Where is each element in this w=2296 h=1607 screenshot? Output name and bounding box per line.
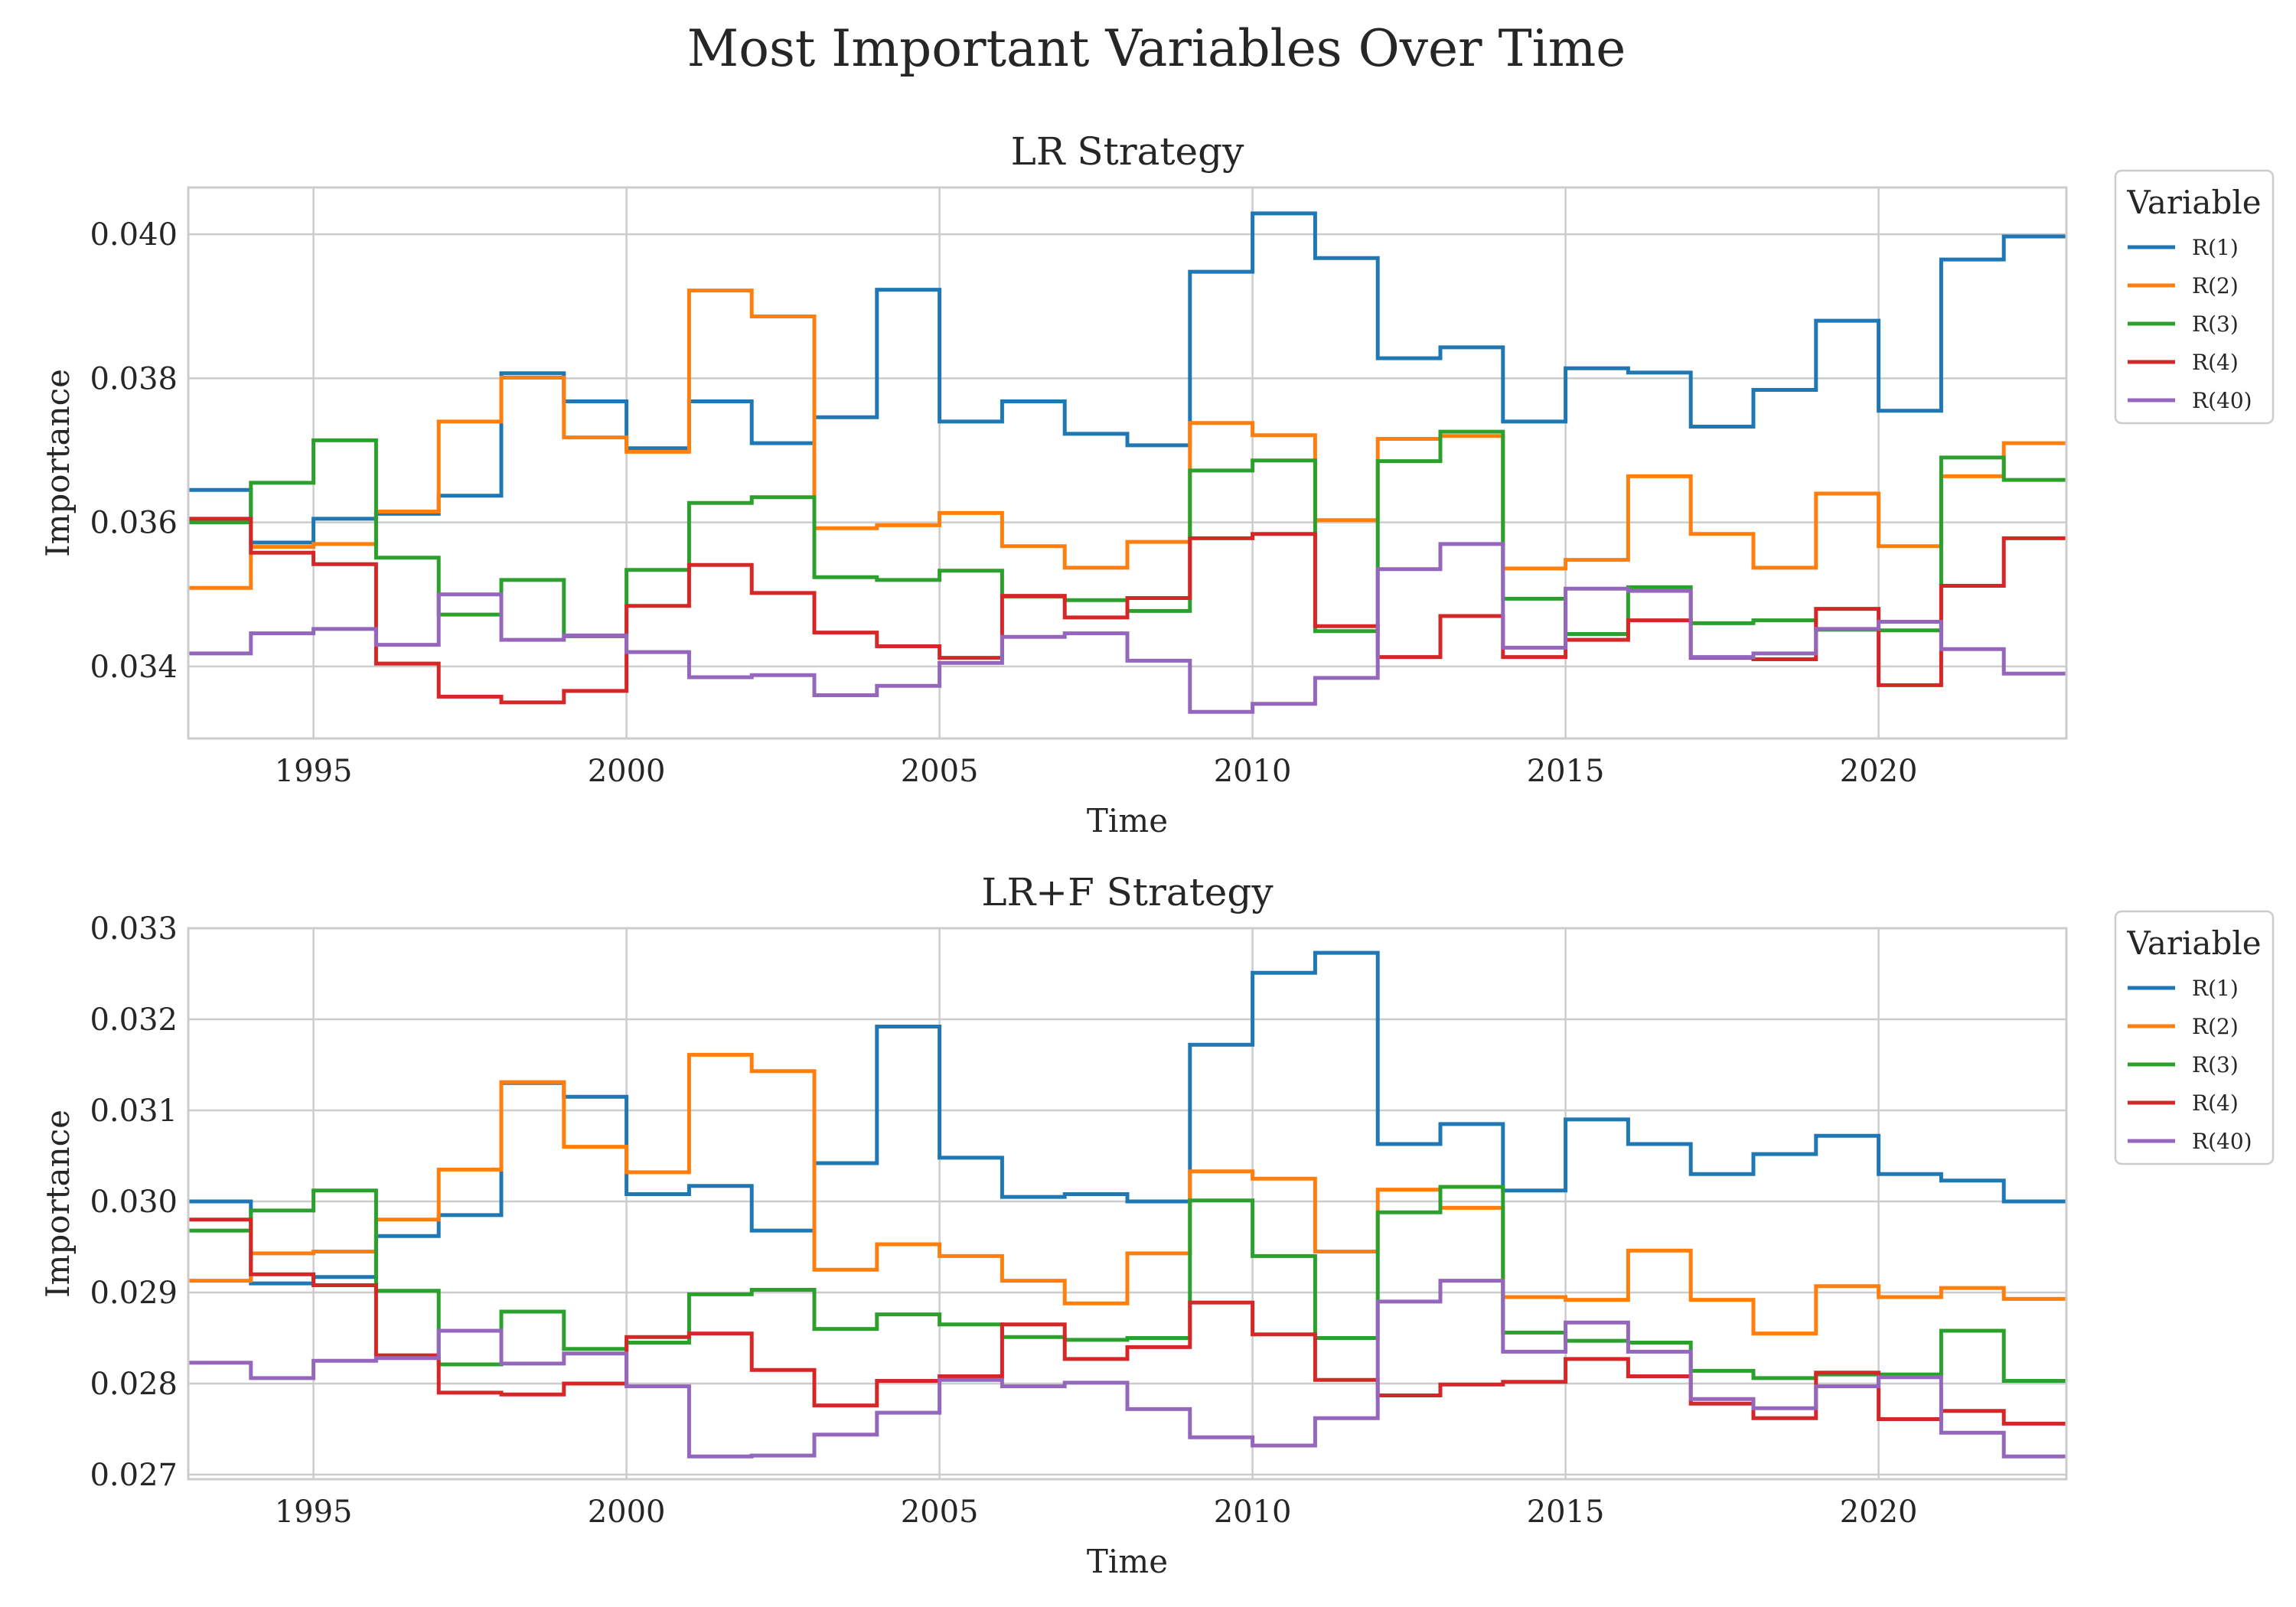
x-tick-label: 2000 [588, 754, 666, 789]
axes-frame [187, 186, 2068, 740]
legend-label: R(4) [2192, 1090, 2239, 1116]
x-tick-label: 2010 [1214, 754, 1292, 789]
y-tick-label: 0.027 [90, 1458, 178, 1493]
legend-label: R(2) [2192, 1014, 2239, 1039]
x-tick-label: 2010 [1214, 1495, 1292, 1530]
subplot-lrf-strategy: 1995 2000 2005 2010 2015 2020 0.027 0.028 0.029 0… [39, 870, 2275, 1580]
y-tick-label: 0.029 [90, 1276, 178, 1311]
legend-label: R(1) [2192, 976, 2239, 1001]
y-tick-label: 0.028 [90, 1367, 178, 1402]
x-tick-label: 2020 [1840, 1495, 1918, 1530]
y-tick-label: 0.030 [90, 1185, 178, 1220]
legend-title: Variable [2126, 184, 2261, 221]
subplot-title: LR Strategy [1011, 129, 1244, 174]
legend-label: R(3) [2192, 311, 2239, 337]
figure-title: Most Important Variables Over Time [687, 19, 1626, 78]
legend-label: R(40) [2192, 1129, 2252, 1154]
x-axis-label: Time [1087, 1543, 1168, 1580]
legend-label: R(40) [2192, 388, 2252, 413]
series-line-r2 [188, 288, 2066, 590]
y-axis-label: Importance [39, 1110, 77, 1298]
x-tick-label: 2005 [901, 754, 979, 789]
series-line-r2 [188, 1052, 2066, 1336]
series-line-r40 [188, 1279, 2066, 1459]
y-tick-label: 0.036 [90, 506, 178, 541]
legend-label: R(1) [2192, 235, 2239, 260]
legend-label: R(2) [2192, 273, 2239, 298]
series-group [188, 211, 2066, 714]
y-axis-label: Importance [39, 369, 77, 557]
axes-frame [187, 927, 2068, 1481]
legend: Variable R(1) R(2) R(3) R(4) R(40) [2114, 910, 2275, 1165]
y-tick-label: 0.038 [90, 361, 178, 396]
y-tick-label: 0.032 [90, 1002, 178, 1038]
y-tick-label: 0.040 [90, 217, 178, 253]
legend-label: R(4) [2192, 350, 2239, 375]
x-tick-label: 2020 [1840, 754, 1918, 789]
y-tick-label: 0.031 [90, 1094, 178, 1129]
x-tick-label: 2005 [901, 1495, 979, 1530]
x-tick-label: 2015 [1527, 1495, 1605, 1530]
legend: Variable R(1) R(2) R(3) R(4) R(40) [2114, 169, 2275, 425]
series-line-r40 [188, 542, 2066, 714]
x-tick-label: 2000 [588, 1495, 666, 1530]
x-tick-label: 1995 [275, 754, 353, 789]
y-tick-label: 0.034 [90, 650, 178, 685]
subplot-lr-strategy: 1995 2000 2005 2010 2015 2020 0.034 0.036 0.038 0… [39, 129, 2275, 839]
y-tick-label: 0.033 [90, 911, 178, 947]
x-tick-label: 1995 [275, 1495, 353, 1530]
legend-title: Variable [2126, 924, 2261, 962]
x-tick-label: 2015 [1527, 754, 1605, 789]
x-axis-label: Time [1087, 802, 1168, 839]
legend-label: R(3) [2192, 1052, 2239, 1077]
series-group [188, 950, 2066, 1459]
subplot-title: LR+F Strategy [981, 870, 1274, 914]
